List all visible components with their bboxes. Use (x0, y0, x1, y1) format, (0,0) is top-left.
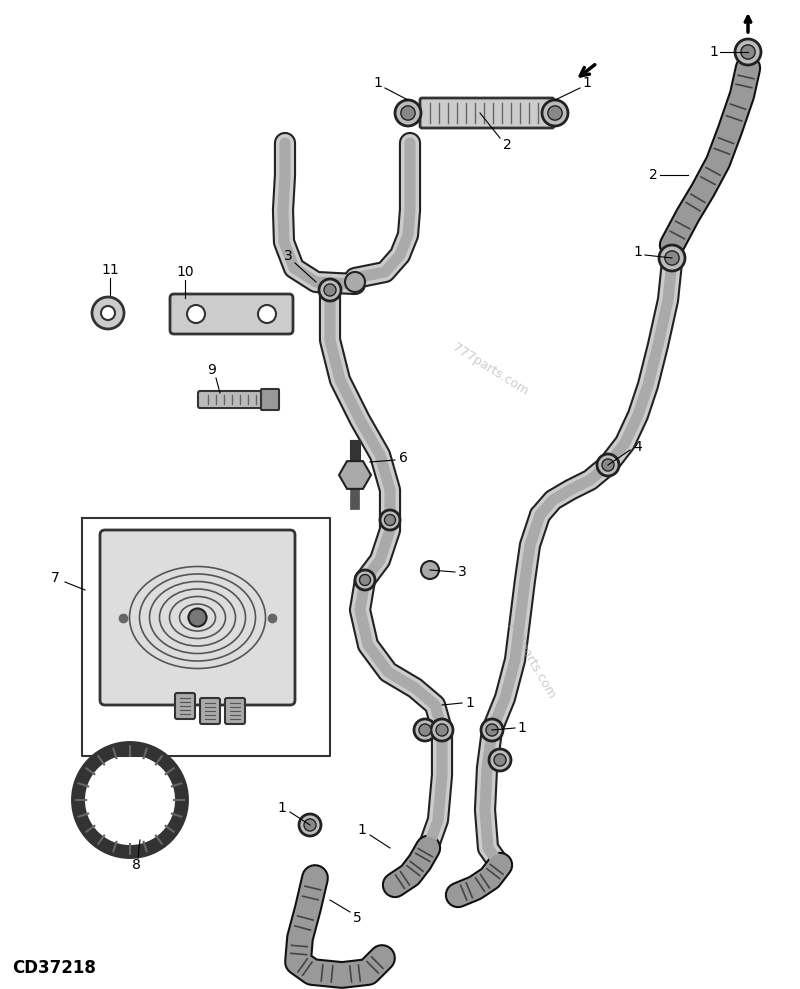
Text: 6: 6 (398, 451, 407, 465)
FancyBboxPatch shape (420, 98, 554, 128)
Circle shape (481, 719, 503, 741)
Text: 11: 11 (101, 263, 119, 277)
Circle shape (299, 814, 321, 836)
Text: 1: 1 (710, 45, 718, 59)
FancyBboxPatch shape (100, 530, 295, 705)
FancyBboxPatch shape (170, 294, 293, 334)
Text: 777parts.com: 777parts.com (502, 619, 558, 701)
Circle shape (187, 305, 205, 323)
Text: 1: 1 (358, 823, 366, 837)
Circle shape (741, 45, 755, 59)
Circle shape (380, 510, 400, 530)
Text: 2: 2 (502, 138, 511, 152)
Circle shape (324, 284, 336, 296)
Circle shape (345, 272, 365, 292)
FancyBboxPatch shape (175, 693, 195, 719)
Text: CD37218: CD37218 (12, 959, 96, 977)
Text: 7: 7 (50, 571, 59, 585)
Circle shape (319, 279, 341, 301)
Circle shape (101, 306, 115, 320)
Circle shape (385, 514, 395, 525)
Circle shape (489, 749, 511, 771)
Circle shape (421, 561, 439, 579)
Circle shape (494, 754, 506, 766)
Circle shape (189, 608, 206, 626)
Circle shape (735, 39, 761, 65)
Circle shape (548, 106, 562, 120)
Circle shape (602, 459, 614, 471)
Text: 4: 4 (634, 440, 642, 454)
Circle shape (401, 106, 415, 120)
Text: 1: 1 (374, 76, 382, 90)
Circle shape (355, 570, 375, 590)
Text: 9: 9 (207, 363, 217, 377)
Text: 777parts.com: 777parts.com (450, 341, 530, 399)
Circle shape (486, 724, 498, 736)
Circle shape (659, 245, 685, 271)
FancyBboxPatch shape (198, 391, 270, 408)
Text: 10: 10 (176, 265, 194, 279)
Text: 1: 1 (634, 245, 642, 259)
Text: 5: 5 (353, 911, 362, 925)
Text: 1: 1 (278, 801, 286, 815)
Circle shape (258, 305, 276, 323)
Circle shape (304, 819, 316, 831)
Circle shape (419, 724, 431, 736)
Text: 3: 3 (284, 249, 292, 263)
Text: 8: 8 (131, 858, 141, 872)
Circle shape (414, 719, 436, 741)
Text: 3: 3 (458, 565, 466, 579)
Circle shape (542, 100, 568, 126)
Circle shape (359, 575, 370, 585)
Circle shape (597, 454, 619, 476)
Text: 1: 1 (466, 696, 474, 710)
Circle shape (665, 251, 679, 265)
Circle shape (92, 297, 124, 329)
Circle shape (436, 724, 448, 736)
Circle shape (431, 719, 453, 741)
FancyBboxPatch shape (200, 698, 220, 724)
Text: 1: 1 (582, 76, 591, 90)
Text: 2: 2 (649, 168, 658, 182)
Text: 1: 1 (518, 721, 526, 735)
FancyBboxPatch shape (261, 389, 279, 410)
FancyBboxPatch shape (225, 698, 245, 724)
Circle shape (395, 100, 421, 126)
